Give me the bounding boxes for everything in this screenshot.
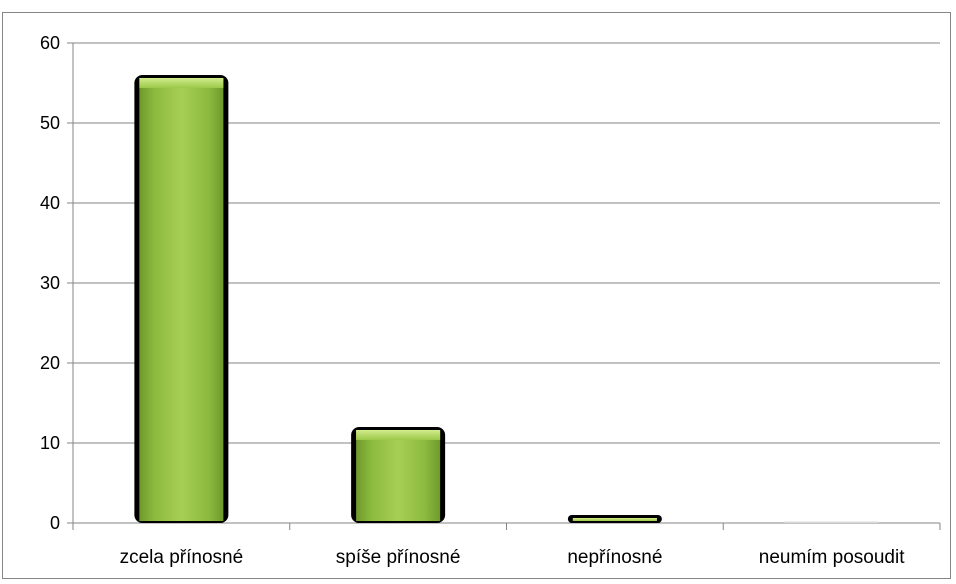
bar-cap: [139, 78, 224, 88]
y-tick-label: 20: [40, 353, 60, 373]
bar-2: [351, 427, 446, 523]
bar-body: [356, 430, 441, 521]
y-tick-label: 0: [50, 513, 60, 533]
bar-cap: [356, 430, 441, 440]
bar-body: [784, 521, 879, 523]
y-tick-label: 40: [40, 193, 60, 213]
x-category-label: spíše přínosné: [336, 547, 461, 568]
bar-4: [784, 521, 879, 523]
y-tick-label: 30: [40, 273, 60, 293]
bar-cap: [572, 518, 657, 521]
x-category-label: zcela přínosné: [120, 547, 244, 568]
labels: 0 10 20 30 40 50 60 zcela přínosné spíše přínosn…: [40, 33, 905, 568]
y-tick-label: 60: [40, 33, 60, 53]
bar-body: [139, 78, 224, 521]
x-category-label: neumím posoudit: [759, 547, 905, 568]
y-tick-label: 10: [40, 433, 60, 453]
bars: [134, 75, 879, 523]
y-tick-label: 50: [40, 113, 60, 133]
bar-1: [134, 75, 229, 523]
x-category-label: nepřínosné: [567, 547, 662, 568]
bar-3: [567, 515, 662, 523]
